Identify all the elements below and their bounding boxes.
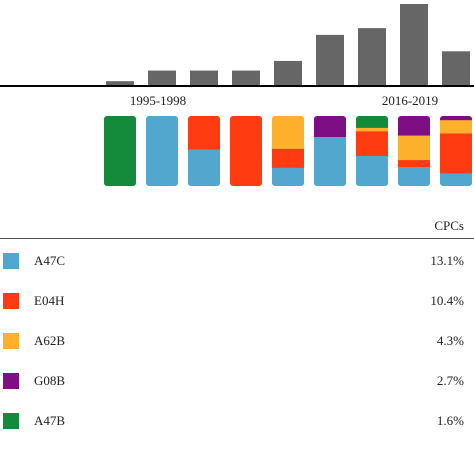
legend-share: 2.7% xyxy=(436,373,464,388)
cpc-segment-a62b xyxy=(440,120,472,134)
total-bar xyxy=(442,51,470,86)
legend-row: A47C 13.1% xyxy=(0,250,474,290)
legend-code: A47C xyxy=(34,253,66,268)
legend-swatch xyxy=(3,293,19,309)
cpc-segment-g08b xyxy=(314,116,346,138)
legend-row: A47B 1.6% xyxy=(0,410,474,450)
cpc-segment-a62b xyxy=(272,116,304,150)
cpc-stack xyxy=(356,116,388,186)
x-tick-labels: 1995-1998 2016-2019 xyxy=(130,93,438,108)
legend-code: E04H xyxy=(34,293,65,308)
cpc-segment-a47c xyxy=(356,155,388,186)
legend-swatch xyxy=(3,413,19,429)
legend-header: CPCs xyxy=(0,218,474,238)
legend-share: 4.3% xyxy=(436,333,464,348)
total-bar xyxy=(190,70,218,86)
cpc-stacks xyxy=(104,116,472,186)
cpc-segment-g08b xyxy=(398,116,430,136)
cpc-segment-e04h xyxy=(356,131,388,157)
legend-row: E04H 10.4% xyxy=(0,290,474,330)
cpc-stack xyxy=(272,116,304,186)
cpc-stack xyxy=(146,116,178,186)
legend-swatch xyxy=(3,333,19,349)
legend-code: A47B xyxy=(34,413,66,428)
cpc-stack xyxy=(314,116,346,186)
total-bar xyxy=(148,70,176,86)
cpc-stack xyxy=(440,116,472,186)
cpc-segment-a62b xyxy=(356,127,388,132)
cpc-segment-a47c xyxy=(188,149,220,186)
cpc-segment-e04h xyxy=(398,160,430,168)
total-bar xyxy=(316,34,344,86)
cpc-segment-a47b xyxy=(356,116,388,129)
total-bar xyxy=(358,28,386,87)
cpc-segment-a47c xyxy=(272,167,304,186)
cpc-segment-a62b xyxy=(398,135,430,161)
legend-list: A47C 13.1% E04H 10.4% A62B 4.3% G08B 2.7% A47B 1.… xyxy=(0,250,474,450)
legend-title: CPCs xyxy=(434,218,464,233)
cpc-segment-e04h xyxy=(272,148,304,169)
legend-divider xyxy=(0,238,474,239)
total-bar xyxy=(274,60,302,86)
cpc-segment-a47c xyxy=(398,167,430,186)
cpc-stack xyxy=(104,116,136,186)
legend-row: A62B 4.3% xyxy=(0,330,474,370)
cpc-stack xyxy=(230,116,262,186)
cpc-segment-a47c xyxy=(314,137,346,186)
legend-swatch xyxy=(3,373,19,389)
totals-bars xyxy=(22,4,470,87)
cpc-segment-e04h xyxy=(230,116,262,186)
cpc-segment-e04h xyxy=(440,133,472,174)
legend-swatch xyxy=(3,253,19,269)
cpc-segment-e04h xyxy=(188,116,220,150)
total-bar xyxy=(400,4,428,86)
total-bar xyxy=(232,70,260,86)
cpc-stack xyxy=(188,116,220,186)
cpc-segment-a47c xyxy=(440,173,472,186)
cpc-segment-g08b xyxy=(440,116,472,121)
legend-row: G08B 2.7% xyxy=(0,370,474,410)
cpc-stack xyxy=(398,116,430,186)
legend-share: 1.6% xyxy=(436,413,464,428)
legend-share: 13.1% xyxy=(430,253,464,268)
legend-code: G08B xyxy=(34,373,66,388)
cpc-segment-a47c xyxy=(146,116,178,186)
x-tick-label: 1995-1998 xyxy=(130,93,186,108)
legend-code: A62B xyxy=(34,333,66,348)
legend-share: 10.4% xyxy=(430,293,464,308)
total-bar xyxy=(106,81,134,86)
cpc-timeline-chart: 1995-1998 2016-2019 xyxy=(0,4,474,186)
x-tick-label: 2016-2019 xyxy=(382,93,438,108)
cpc-segment-a47b xyxy=(104,116,136,186)
